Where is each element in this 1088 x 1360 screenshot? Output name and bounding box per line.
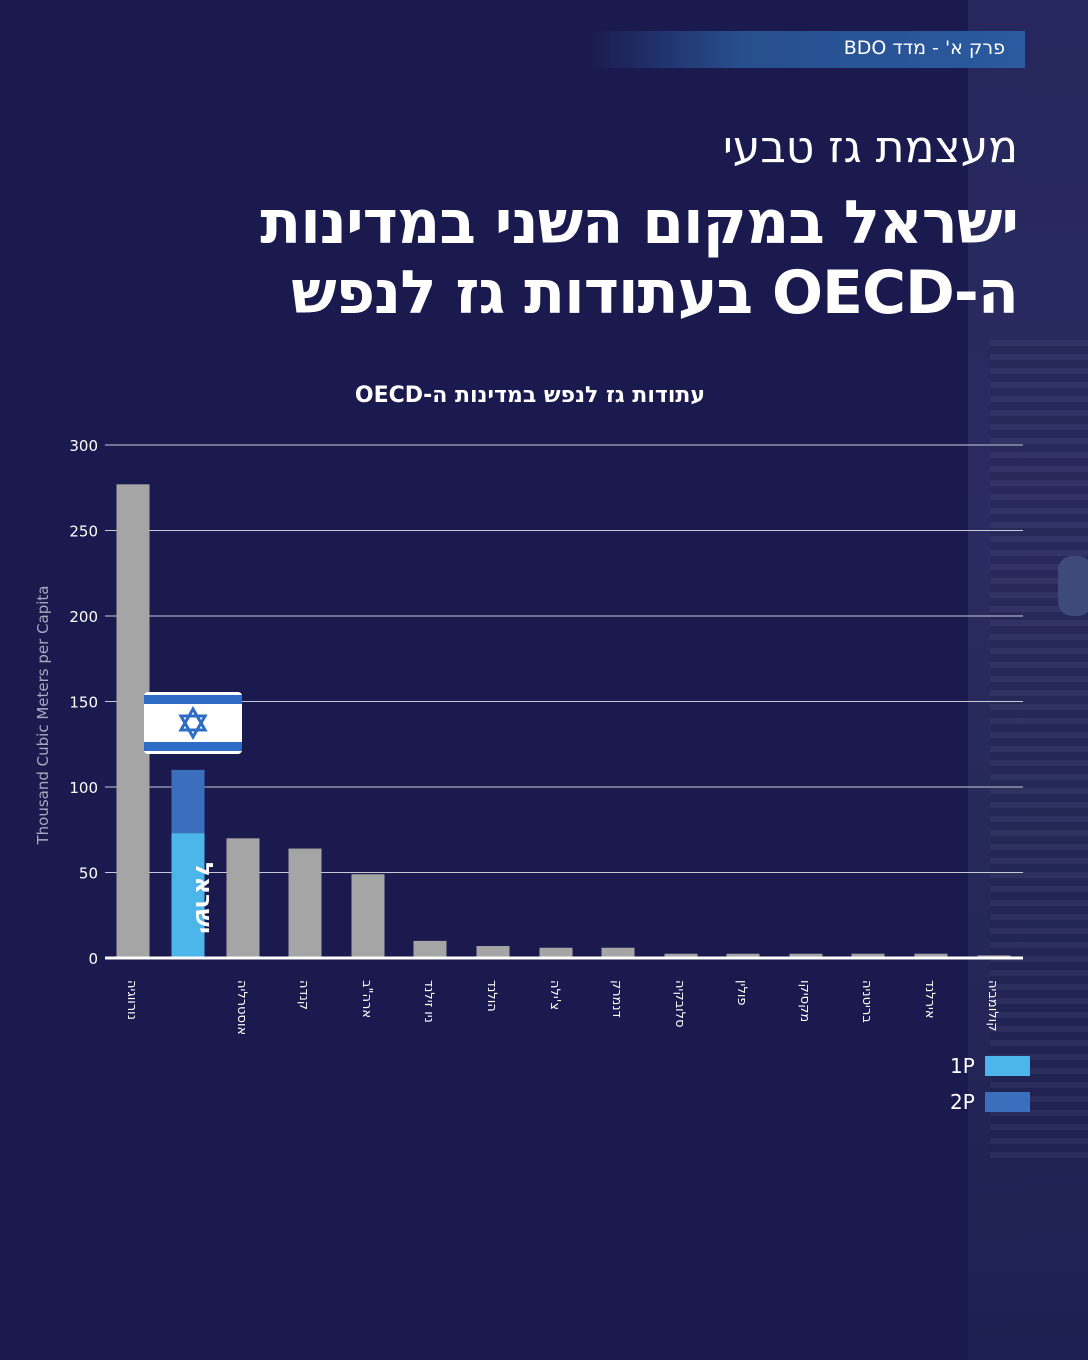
star-of-david-icon: [178, 705, 208, 732]
israel-flag-stripe-bottom: [144, 742, 242, 751]
y-tick-label: 100: [69, 779, 98, 797]
y-axis-label: Thousand Cubic Meters per Capita: [34, 586, 52, 846]
background-photo-detail: [990, 340, 1088, 1160]
x-tick-label: סלובקיה: [672, 980, 687, 1028]
background-photo-node: [1058, 556, 1088, 616]
legend-label-1p: 1P: [950, 1054, 975, 1078]
bar: [226, 838, 260, 958]
x-tick-label: צ'ילה: [547, 980, 562, 1010]
x-tick-label: קולומביה: [985, 980, 1000, 1031]
y-tick-label: 250: [69, 523, 98, 541]
israel-flag-stripe-top: [144, 695, 242, 704]
bar-label-israel: ישראל: [190, 862, 218, 934]
bar: [413, 940, 447, 958]
chart-title: עתודות גז לנפש במדינות ה-OECD: [354, 383, 706, 408]
bar: [601, 947, 635, 958]
legend-item-2p: 2P: [950, 1090, 1030, 1114]
x-tick-label: מקסיקו: [797, 980, 812, 1022]
legend-item-1p: 1P: [950, 1054, 1030, 1078]
y-tick-label: 0: [88, 950, 98, 968]
bar: [351, 874, 385, 958]
x-tick-label: נורווגיה: [124, 980, 139, 1020]
section-badge-text: פרק א' - מדד BDO: [843, 37, 1005, 59]
x-tick-label: קנדה: [296, 980, 311, 1010]
background-photo-strip: [968, 0, 1088, 1360]
x-tick-label: פולין: [734, 980, 749, 1006]
x-tick-label: בריטניה: [859, 980, 874, 1023]
x-tick-label: אוסטרליה: [234, 980, 249, 1035]
legend-swatch-2p: [984, 1092, 1030, 1112]
bar: [288, 848, 322, 958]
israel-flag-icon: [144, 692, 242, 754]
x-tick-label: ניו זילנד: [421, 980, 436, 1023]
section-badge: פרק א' - מדד BDO: [590, 31, 1025, 68]
bar: [726, 953, 760, 958]
page-subtitle: מעצמת גז טבעי: [722, 122, 1018, 173]
legend-label-2p: 2P: [950, 1090, 975, 1114]
x-tick-label: ארה"ב: [359, 980, 374, 1018]
bar-israel-2p: [171, 769, 205, 834]
x-tick-label: אירלנד: [922, 980, 937, 1019]
x-tick-label: דנמרק: [609, 980, 624, 1018]
bar: [476, 946, 510, 958]
y-tick-label: 150: [69, 694, 98, 712]
bar: [914, 953, 948, 958]
bar: [789, 953, 823, 958]
page-title-line-1: ישראל במקום השני במדינות: [260, 188, 1019, 258]
y-tick-label: 300: [69, 437, 98, 455]
page-title-line-2: ה-OECD בעתודות גז לנפש: [291, 258, 1019, 328]
bar: [851, 953, 885, 958]
star-of-david-icon: [178, 714, 208, 741]
y-tick-label: 50: [79, 865, 98, 883]
legend-swatch-1p: [984, 1056, 1030, 1076]
y-tick-label: 200: [69, 608, 98, 626]
x-tick-label: הולנד: [484, 980, 499, 1012]
bar: [539, 947, 573, 958]
bar: [664, 953, 698, 958]
bar-israel-1p: [171, 833, 205, 958]
